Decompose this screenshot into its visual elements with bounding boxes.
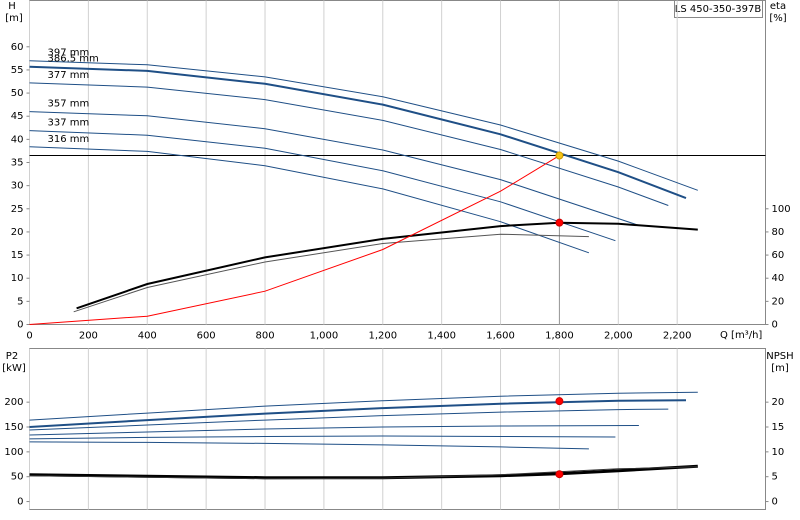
x-tick-label: 2,200 [663, 331, 692, 342]
x-tick-label: 0 [26, 331, 32, 342]
y-tick-label: 200 [4, 397, 23, 408]
curve [29, 146, 590, 254]
y2-tick-label: 15 [772, 422, 785, 433]
curve [29, 155, 560, 325]
x-tick-label: 600 [197, 331, 216, 342]
curve [29, 60, 698, 191]
x-tick-label: 1,200 [368, 331, 397, 342]
y-tick-label: 0 [17, 497, 23, 508]
y2-tick-label: 60 [772, 250, 785, 261]
y-axis-unit: [m] [5, 13, 23, 24]
curve-label: 357 mm [48, 99, 90, 110]
y-tick-label: 40 [11, 134, 24, 145]
duty-point [555, 151, 564, 160]
y-tick-label: 60 [11, 42, 24, 53]
curve [73, 233, 589, 313]
y2-tick-label: 10 [772, 447, 785, 458]
y2-tick-label: 80 [772, 227, 785, 238]
curve [29, 391, 698, 421]
y2-axis-label: eta [770, 1, 786, 12]
title-box [674, 0, 763, 18]
y-tick-label: 45 [11, 111, 24, 122]
y2-tick-label: 100 [772, 204, 791, 215]
curve-label: 377 mm [48, 70, 90, 81]
y2-tick-label: 20 [772, 296, 785, 307]
x-axis-label: Q [m³/h] [720, 330, 762, 341]
y-tick-label: 50 [11, 88, 24, 99]
y-tick-label: 20 [11, 227, 24, 238]
y-tick-label: 5 [17, 296, 23, 307]
curve-label: 397 mm [48, 48, 90, 59]
y-tick-label: 35 [11, 158, 24, 169]
y2-axis-unit: [%] [769, 13, 786, 24]
curve-label: 386.5 mm [48, 54, 99, 65]
y-tick-label: 150 [4, 422, 23, 433]
y-tick-label: 25 [11, 204, 24, 215]
y-tick-label: 30 [11, 181, 24, 192]
chart-title: LS 450-350-397B [675, 4, 762, 15]
curve [29, 82, 669, 206]
duty-point [555, 397, 564, 406]
duty-point [555, 470, 564, 479]
curve [76, 221, 698, 310]
x-tick-label: 1,000 [310, 331, 339, 342]
y2-tick-label: 0 [772, 497, 778, 508]
x-tick-label: 2,000 [604, 331, 633, 342]
y2-tick-label: 0 [772, 320, 778, 331]
y2-axis-unit: [m] [771, 363, 789, 374]
y2-tick-label: 20 [772, 397, 785, 408]
x-tick-label: 400 [138, 331, 157, 342]
curve [29, 466, 698, 480]
curve [29, 435, 616, 440]
x-tick-label: 800 [255, 331, 274, 342]
y-axis-label: P2 [6, 351, 18, 362]
duty-point [555, 218, 564, 227]
curve [29, 399, 687, 428]
y-tick-label: 10 [11, 273, 24, 284]
y-tick-label: 100 [4, 447, 23, 458]
curve-label: 316 mm [48, 134, 90, 145]
x-tick-label: 1,600 [486, 331, 515, 342]
y2-axis-label: NPSH [766, 351, 793, 362]
y-tick-label: 50 [11, 472, 24, 483]
y-tick-label: 55 [11, 65, 24, 76]
x-tick-label: 1,800 [545, 331, 574, 342]
curve-label: 337 mm [48, 118, 90, 129]
y2-tick-label: 5 [772, 472, 778, 483]
y2-tick-label: 40 [772, 273, 785, 284]
x-tick-label: 200 [79, 331, 98, 342]
y-tick-label: 15 [11, 250, 24, 261]
curve [29, 65, 687, 200]
curve [29, 111, 640, 226]
y-axis-unit: [kW] [2, 363, 26, 374]
y-axis-label: H [8, 1, 16, 12]
y-tick-label: 0 [17, 320, 23, 331]
curve [29, 441, 589, 450]
curve [29, 408, 669, 431]
curve [29, 425, 639, 436]
curve [29, 130, 616, 242]
x-tick-label: 1,400 [427, 331, 456, 342]
